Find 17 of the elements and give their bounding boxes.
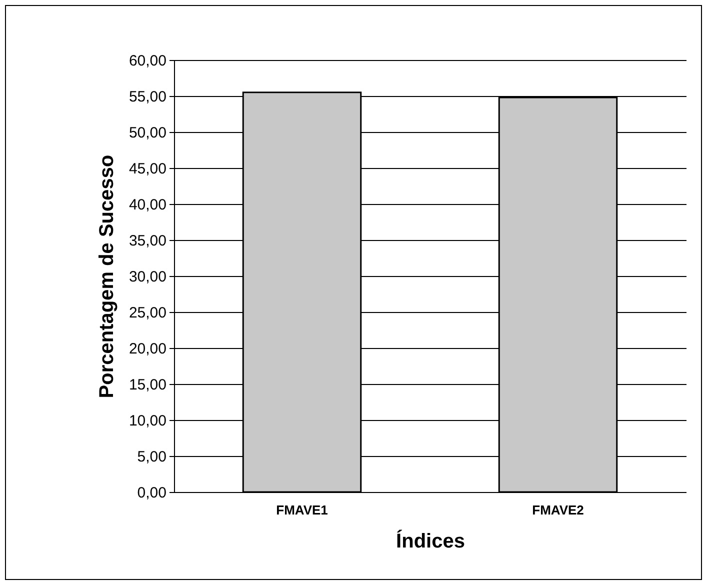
y-tick-label: 0,00: [137, 484, 166, 502]
y-tick-label: 50,00: [128, 124, 166, 142]
y-tick-label: 20,00: [128, 340, 166, 358]
y-axis-title: Porcentagem de Sucesso: [96, 154, 118, 398]
y-tick-label: 40,00: [128, 196, 166, 214]
y-tick-label: 10,00: [128, 412, 166, 430]
y-tick-label: 25,00: [128, 304, 166, 322]
y-tick-label: 55,00: [128, 88, 166, 106]
y-tick-label: 30,00: [128, 268, 166, 286]
y-tick-label: 60,00: [128, 52, 166, 70]
x-tick-label: FMAVE1: [276, 502, 328, 518]
y-tick-label: 15,00: [128, 376, 166, 394]
y-tick-label: 45,00: [128, 160, 166, 178]
y-tick-label: 35,00: [128, 232, 166, 250]
y-tick-label: 5,00: [137, 448, 166, 466]
x-tick-label: FMAVE2: [532, 502, 584, 518]
x-axis-title: Índices: [396, 530, 465, 552]
